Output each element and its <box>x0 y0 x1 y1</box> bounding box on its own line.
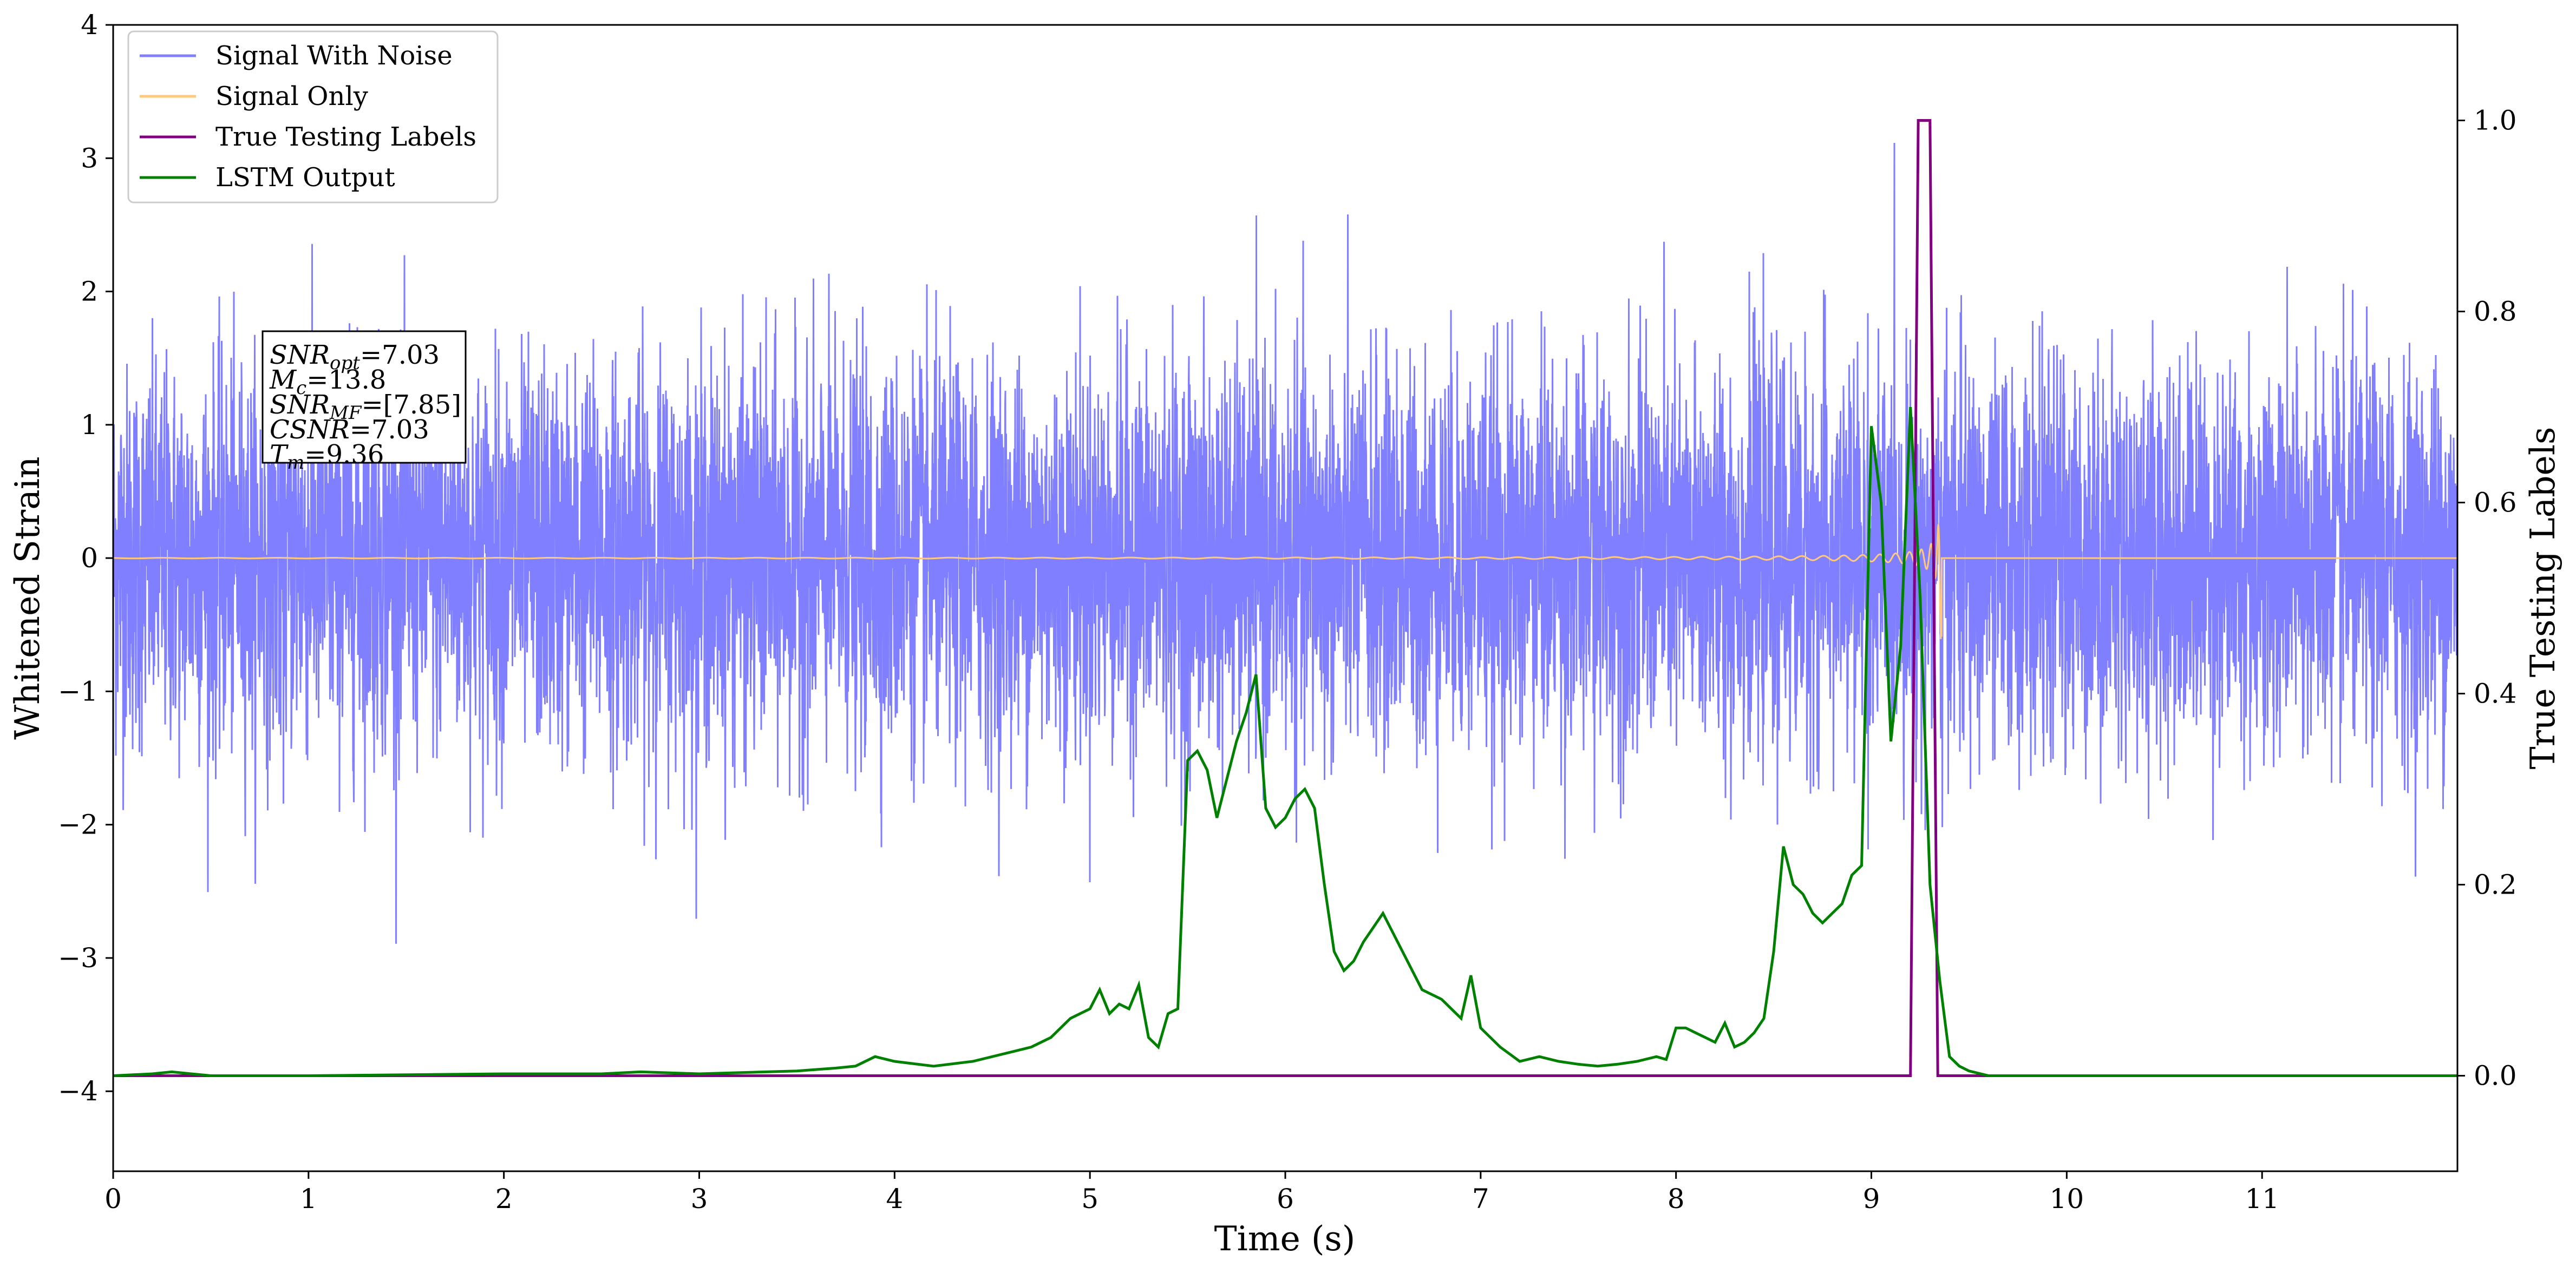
y-right-tick-label: 0.4 <box>2474 678 2517 710</box>
annotation-line: CSNR=7.03 <box>270 415 429 445</box>
y-left-tick-label: 3 <box>81 142 98 174</box>
x-tick-label: 3 <box>691 1183 708 1215</box>
y-axis-left: 4 3 2 1 0 −1 −2 −3 −4 <box>58 9 113 1107</box>
y-axis-left-label: Whitened Strain <box>8 456 47 739</box>
annotation-line: SNRMF=[7.85] <box>270 390 461 424</box>
series-lstm-output <box>113 406 2457 1077</box>
y-axis-right-label: True Testing Labels <box>2523 427 2562 770</box>
x-tick-label: 4 <box>886 1183 903 1215</box>
y-left-tick-label: −4 <box>58 1075 98 1107</box>
x-tick-label: 8 <box>1668 1183 1685 1215</box>
legend: Signal With Noise Signal Only True Testing… <box>127 30 499 204</box>
x-tick-label: 10 <box>2050 1183 2084 1215</box>
x-tick-label: 9 <box>1863 1183 1880 1215</box>
annotation-line: SNRopt=7.03 <box>270 340 440 374</box>
legend-box <box>127 30 499 204</box>
y-left-tick-label: 4 <box>81 9 98 41</box>
y-left-tick-label: 1 <box>81 409 98 441</box>
y-left-tick-label: 0 <box>81 542 98 574</box>
x-axis-label: Time (s) <box>1214 1219 1356 1258</box>
x-tick-label: 1 <box>300 1183 317 1215</box>
y-right-tick-label: 0.2 <box>2474 869 2517 901</box>
x-tick-label: 0 <box>104 1183 122 1215</box>
legend-signal-with-noise-label: Signal With Noise <box>215 41 453 71</box>
x-tick-label: 5 <box>1081 1183 1099 1215</box>
y-left-tick-label: −1 <box>58 675 98 707</box>
series-signal-with-noise <box>113 142 2457 944</box>
parameter-annotation: SNRopt=7.03Mc=13.8SNRMF=[7.85]CSNR=7.03T… <box>261 330 467 474</box>
legend-true-testing-labels-label: True Testing Labels <box>215 122 476 152</box>
annotation-line: Tm=9.36 <box>270 439 384 474</box>
legend-signal-only-label: Signal Only <box>215 81 368 111</box>
annotation-box <box>261 330 467 464</box>
y-axis-right: 1.0 0.8 0.6 0.4 0.2 0.0 <box>2457 105 2517 1092</box>
plot-area <box>112 24 2459 1172</box>
x-tick-label: 7 <box>1472 1183 1489 1215</box>
y-left-tick-label: 2 <box>81 276 98 307</box>
legend-lstm-output-label: LSTM Output <box>215 162 395 193</box>
x-tick-label: 6 <box>1277 1183 1294 1215</box>
y-right-tick-label: 1.0 <box>2474 105 2517 136</box>
x-tick-label: 11 <box>2245 1183 2279 1215</box>
y-right-tick-label: 0.0 <box>2474 1060 2517 1092</box>
series-signal-only <box>113 522 2457 639</box>
x-tick-label: 2 <box>495 1183 513 1215</box>
annotation-line: Mc=13.8 <box>269 365 386 399</box>
y-left-tick-label: −2 <box>58 809 98 841</box>
y-right-tick-label: 0.6 <box>2474 487 2517 519</box>
x-axis: 0 1 2 3 4 5 6 7 8 9 10 11 <box>104 1171 2279 1215</box>
y-right-tick-label: 0.8 <box>2474 296 2517 327</box>
y-left-tick-label: −3 <box>58 942 98 974</box>
